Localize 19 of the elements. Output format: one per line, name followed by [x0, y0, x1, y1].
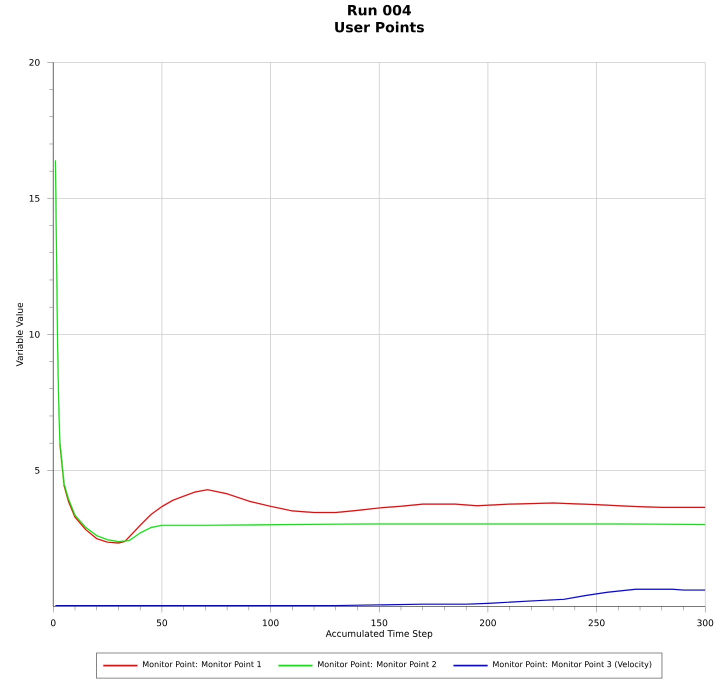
y-axis-title: Variable Value: [16, 302, 23, 366]
y-tick-label: 10: [30, 330, 40, 338]
x-tick-label: 0: [50, 619, 56, 626]
legend-label: Monitor Point: Monitor Point 1: [143, 661, 261, 668]
line-series: [59, 442, 706, 544]
x-tick-label: 100: [262, 619, 279, 626]
x-tick-label: 250: [588, 619, 605, 626]
x-axis-title: Accumulated Time Step: [326, 630, 432, 639]
x-tick-label: 200: [480, 619, 496, 626]
legend-label: Monitor Point: Monitor Point 3 (Velocity): [493, 661, 652, 669]
x-tick-label: 300: [697, 619, 714, 626]
y-tick-label: 5: [35, 467, 40, 474]
y-tick-label: 20: [29, 59, 40, 66]
x-tick-label: 150: [372, 619, 388, 626]
chart-subtitle: User Points: [335, 22, 424, 32]
y-tick-label: 15: [30, 195, 40, 202]
x-tick-label: 50: [156, 619, 168, 626]
chart-title: Run 004: [348, 4, 412, 16]
legend-label: Monitor Point: Monitor Point 2: [318, 661, 436, 668]
